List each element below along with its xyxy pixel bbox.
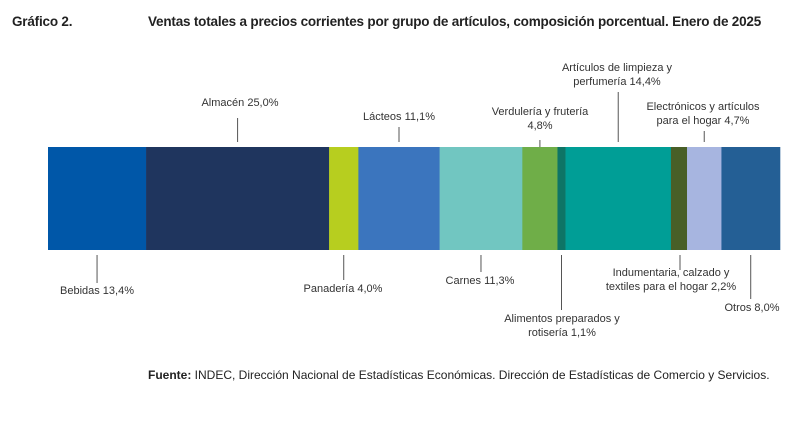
segment-label: Lácteos 11,1%	[363, 111, 435, 123]
source-text: INDEC, Dirección Nacional de Estadística…	[191, 368, 770, 382]
bar-segment	[329, 147, 359, 250]
bar-segment	[670, 147, 688, 250]
bar-segment	[687, 147, 722, 250]
bar-segment	[721, 147, 781, 250]
bar-segment	[146, 147, 330, 250]
segment-label: Panadería 4,0%	[304, 283, 383, 295]
segment-label: Electrónicos y artículos para el hogar 4,…	[646, 101, 760, 127]
bar-segment	[358, 147, 440, 250]
bar-segment	[565, 147, 672, 250]
segment-label: Bebidas 13,4%	[60, 285, 134, 297]
bar-segment	[439, 147, 523, 250]
bar-segment	[48, 147, 147, 250]
segment-label: Almacén 25,0%	[201, 97, 278, 109]
stacked-bar-chart: Bebidas 13,4% Almacén 25,0% Panadería 4,0%…	[48, 62, 781, 339]
segment-label: Verdulería y frutería 4,8%	[492, 106, 589, 132]
segment-label: Indumentaria, calzado y textiles para el …	[606, 267, 736, 293]
source-label: Fuente:	[148, 368, 192, 382]
segment-label: Artículos de limpieza y perfumería 14,4%	[562, 62, 673, 88]
source-note: Fuente: INDEC, Dirección Nacional de Est…	[148, 368, 770, 382]
segment-label: Carnes 11,3%	[446, 275, 515, 287]
chart-title: Ventas totales a precios corrientes por …	[148, 14, 762, 29]
bar-segment	[557, 147, 566, 250]
segment-label: Otros 8,0%	[724, 302, 779, 314]
bar-segment	[522, 147, 558, 250]
figure-label: Gráfico 2.	[12, 14, 73, 29]
segment-label: Alimentos preparados y rotisería 1,1%	[504, 313, 620, 339]
